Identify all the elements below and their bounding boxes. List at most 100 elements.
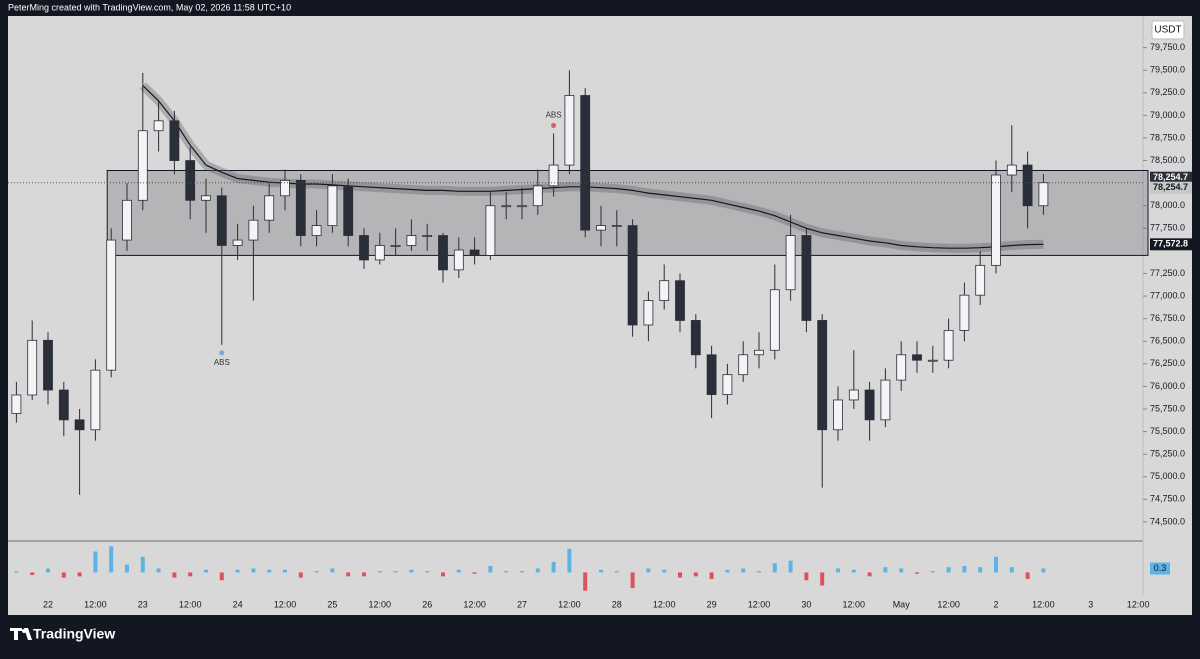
candle-body (201, 195, 211, 201)
x-tick-label: 12:00 (84, 599, 107, 609)
candle-body (422, 235, 433, 237)
delta-bar (709, 572, 714, 579)
candle-body (248, 219, 259, 241)
candle-body (548, 164, 559, 187)
candle-body (580, 95, 591, 231)
annotation: ABS (546, 111, 562, 120)
x-tick-label: 27 (517, 599, 527, 609)
plot: 74,500.0 74,750.0 75,000.0 75,250.0 75,500.0… (8, 42, 1192, 609)
delta-bar (314, 571, 319, 573)
candle-body (1006, 164, 1017, 176)
delta-bar (994, 556, 998, 573)
y-tick-label: 77,000.0 (1150, 290, 1185, 300)
delta-bar (30, 572, 35, 576)
delta-bar (599, 569, 603, 573)
delta-bar (109, 546, 114, 573)
candle-body (943, 329, 954, 361)
x-tick-label: 12:00 (653, 599, 676, 609)
candle-body (27, 339, 38, 396)
delta-bar (61, 572, 66, 578)
delta-bar (140, 556, 145, 573)
candle-body (11, 394, 22, 414)
delta-bar (851, 569, 856, 573)
candle-body (485, 205, 496, 256)
logo (10, 628, 32, 640)
candle-body (264, 195, 275, 221)
y-tick-label: 78,500.0 (1150, 155, 1185, 165)
candle-body (1038, 182, 1049, 207)
delta-bar (535, 568, 540, 573)
delta-bar (362, 572, 366, 577)
delta-bar (583, 572, 588, 591)
x-tick-label: 12:00 (274, 599, 297, 609)
delta-bar (298, 572, 303, 578)
currency-box (1151, 20, 1185, 40)
delta-bar (14, 571, 19, 573)
y-tick-label: 76,000.0 (1150, 381, 1185, 391)
candle-body (817, 320, 828, 431)
candle-body (975, 264, 986, 296)
x-tick-label: 12:00 (179, 599, 202, 609)
candle-body (880, 379, 891, 421)
x-tick-label: 24 (233, 599, 243, 609)
delta-bar (946, 567, 951, 573)
delta-bar (836, 568, 840, 573)
y-tick-label: 78,000.0 (1150, 200, 1185, 210)
delta-bar (772, 563, 777, 573)
delta-bar (409, 569, 414, 573)
y-tick-label: 77,750.0 (1150, 223, 1185, 233)
delta-bar (820, 572, 825, 586)
candle-body (501, 205, 512, 208)
candle-body (438, 235, 448, 271)
delta-bar (346, 572, 351, 577)
delta-label: 0.3 (1154, 563, 1167, 573)
candle-body (959, 294, 970, 331)
delta-bar (204, 569, 208, 573)
delta-bar (646, 568, 651, 573)
candle-body (896, 354, 907, 381)
price-label-box (1150, 238, 1192, 251)
price-label: 77,572.8 (1153, 239, 1188, 249)
candle-body (722, 374, 733, 395)
chart-background (8, 16, 1192, 615)
x-tick-label: 12:00 (1032, 599, 1055, 609)
candle-body (216, 195, 227, 246)
candle-body (517, 205, 527, 208)
candle-body (927, 359, 938, 362)
delta-bar (377, 571, 382, 573)
currency: USDT (1154, 25, 1181, 36)
delta-bar (441, 572, 445, 577)
candle-body (690, 320, 701, 356)
delta-bar (172, 572, 177, 578)
delta-bar (693, 572, 698, 577)
x-tick-label: 12:00 (748, 599, 771, 609)
delta-bar (567, 548, 572, 573)
y-tick-label: 75,500.0 (1150, 426, 1185, 436)
candle-body (469, 249, 480, 256)
delta-bar (978, 567, 983, 573)
candle-body (611, 225, 622, 228)
y-tick-label: 79,500.0 (1150, 65, 1185, 75)
delta-bar (678, 572, 682, 578)
x-tick-label: 26 (422, 599, 432, 609)
delta-bar (1041, 568, 1046, 573)
delta-bar (725, 569, 730, 573)
y-tick-label: 76,750.0 (1150, 313, 1185, 323)
candle-body (90, 369, 101, 431)
candle-body (912, 354, 922, 361)
candle-body (359, 235, 369, 261)
delta-bar (757, 571, 761, 573)
y-tick-label: 79,750.0 (1150, 42, 1185, 52)
x-tick-label: 30 (801, 599, 811, 609)
delta-bar (520, 571, 524, 573)
candle-body (43, 339, 53, 391)
annotation-dot (551, 122, 557, 128)
brand: TradingView (33, 626, 115, 642)
delta-bar (630, 572, 635, 589)
candle-body (74, 419, 85, 431)
delta-bar (741, 568, 746, 573)
candle-body (532, 185, 543, 207)
delta-bar (77, 572, 82, 577)
